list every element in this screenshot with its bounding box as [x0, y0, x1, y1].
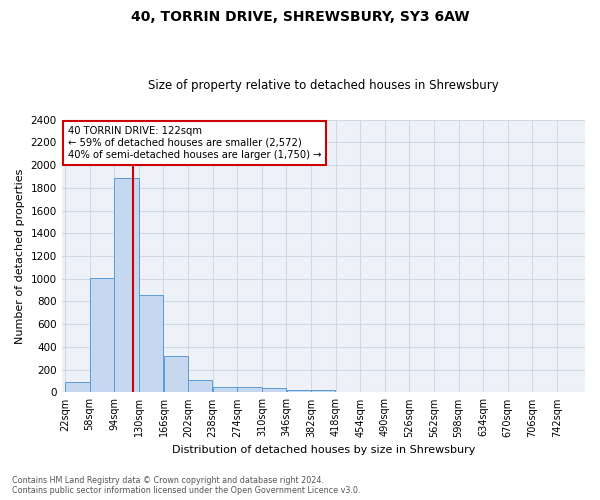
Bar: [90, 278, 114, 392]
Bar: [311, 390, 335, 392]
Bar: [115, 178, 139, 392]
Text: Contains HM Land Registry data © Crown copyright and database right 2024.
Contai: Contains HM Land Registry data © Crown c…: [12, 476, 361, 495]
Bar: [238, 388, 262, 392]
Bar: [213, 386, 237, 392]
Bar: [139, 294, 163, 392]
X-axis label: Distribution of detached houses by size in Shrewsbury: Distribution of detached houses by size …: [172, 445, 475, 455]
Y-axis label: Number of detached properties: Number of detached properties: [15, 168, 25, 344]
Text: 40, TORRIN DRIVE, SHREWSBURY, SY3 6AW: 40, TORRIN DRIVE, SHREWSBURY, SY3 6AW: [131, 10, 469, 24]
Bar: [287, 390, 311, 392]
Bar: [65, 382, 89, 392]
Bar: [188, 380, 212, 392]
Bar: [164, 356, 188, 393]
Title: Size of property relative to detached houses in Shrewsbury: Size of property relative to detached ho…: [148, 79, 499, 92]
Bar: [262, 388, 286, 392]
Text: 40 TORRIN DRIVE: 122sqm
← 59% of detached houses are smaller (2,572)
40% of semi: 40 TORRIN DRIVE: 122sqm ← 59% of detache…: [68, 126, 322, 160]
